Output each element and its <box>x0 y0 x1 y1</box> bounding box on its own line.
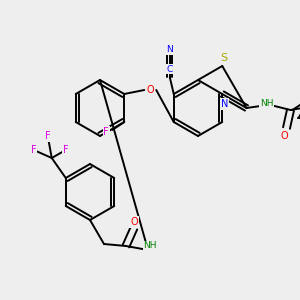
Text: NH: NH <box>143 242 157 250</box>
Text: N: N <box>167 46 173 55</box>
Text: S: S <box>221 53 228 63</box>
Text: O: O <box>281 131 288 141</box>
Text: O: O <box>130 217 138 227</box>
Text: F: F <box>45 131 51 141</box>
Text: N: N <box>220 99 228 109</box>
Text: F: F <box>31 145 37 155</box>
Text: F: F <box>63 145 69 155</box>
Text: O: O <box>146 85 154 95</box>
Text: C: C <box>167 64 173 74</box>
Text: NH: NH <box>260 100 273 109</box>
Text: F: F <box>103 127 109 137</box>
